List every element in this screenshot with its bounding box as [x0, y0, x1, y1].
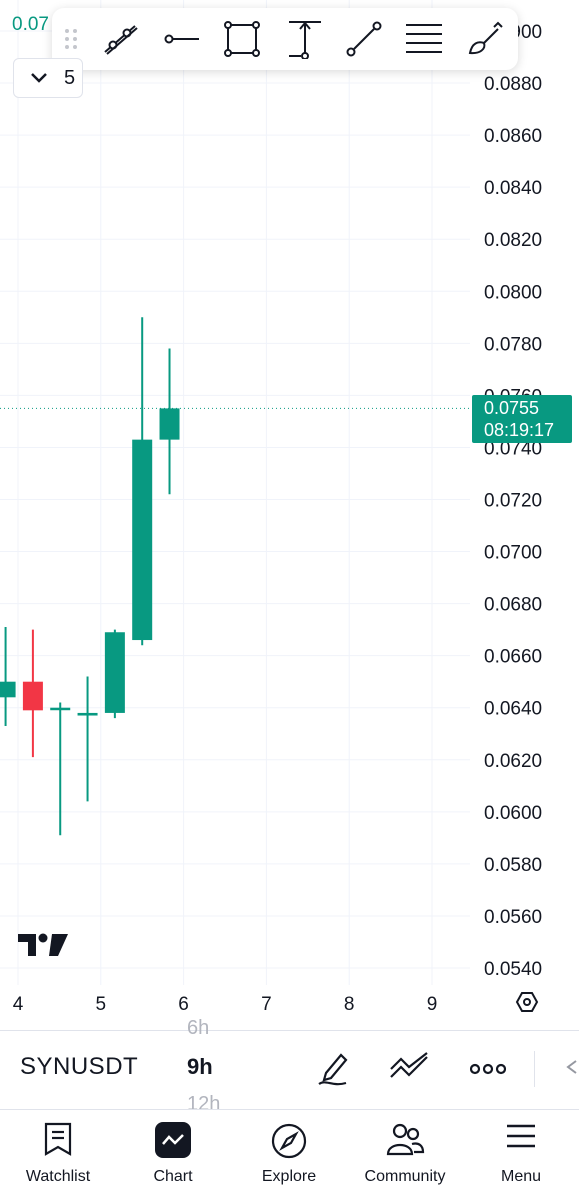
y-tick-label: 0.0620	[484, 751, 542, 772]
chart-canvas[interactable]: 0.0540 0.0560 0.0580 0.0600 0.0620 0.0640 0.06…	[0, 0, 579, 1030]
y-tick-label: 0.0860	[484, 126, 542, 147]
x-tick-label: 5	[96, 994, 107, 1015]
draw-pen-icon[interactable]	[316, 1049, 350, 1087]
x-tick-label: 9	[427, 994, 438, 1015]
tab-label: Community	[364, 1168, 446, 1185]
tradingview-logo-icon	[18, 933, 68, 956]
y-tick-label: 0.0560	[484, 907, 542, 928]
candle-body	[0, 681, 16, 698]
horizontal-line-icon[interactable]	[162, 21, 202, 57]
timeframe-selected[interactable]: 9h	[187, 1054, 213, 1079]
community-icon	[386, 1123, 425, 1156]
candle-body	[104, 632, 125, 713]
x-tick-label: 8	[344, 994, 355, 1015]
rectangle-icon[interactable]	[222, 21, 262, 57]
drag-handle-icon[interactable]	[54, 21, 88, 57]
candle-body	[132, 439, 153, 641]
tab-label: Chart	[153, 1168, 193, 1185]
tab-watchlist[interactable]: Watchlist	[0, 1110, 116, 1200]
chart-icon	[155, 1122, 191, 1158]
y-tick-label: 0.0840	[484, 178, 542, 199]
y-tick-label: 0.0540	[484, 959, 542, 980]
y-tick-label: 0.0680	[484, 595, 542, 616]
candle-body	[159, 408, 180, 440]
trend-line-icon[interactable]	[100, 21, 140, 57]
divider	[534, 1051, 535, 1087]
y-tick-label: 0.0800	[484, 282, 542, 303]
price-range-icon[interactable]	[285, 21, 325, 59]
brush-icon[interactable]	[466, 21, 506, 57]
bar-countdown: 08:19:17	[484, 420, 555, 440]
y-tick-label: 0.0820	[484, 230, 542, 251]
x-tick-label: 6	[178, 994, 189, 1015]
tab-chart[interactable]: Chart	[115, 1110, 231, 1200]
symbol-bar: SYNUSDT 6h 9h 12h	[0, 1017, 579, 1115]
menu-icon	[507, 1124, 535, 1148]
y-tick-label: 0.0700	[484, 543, 542, 564]
fib-retracement-icon[interactable]	[404, 21, 444, 57]
tab-community[interactable]: Community	[347, 1110, 463, 1200]
x-tick-label: 7	[261, 994, 272, 1015]
bottom-navigation: Watchlist Chart Explore Community Menu	[0, 1109, 579, 1200]
y-tick-label: 0.0660	[484, 647, 542, 668]
interval-value: 5	[64, 67, 76, 89]
candle-body	[50, 707, 71, 711]
y-tick-label: 0.0880	[484, 74, 542, 95]
y-tick-label: 0.0720	[484, 491, 542, 512]
current-price-value: 0.0755	[484, 398, 540, 418]
tab-label: Menu	[500, 1168, 542, 1185]
ray-icon[interactable]	[344, 21, 384, 57]
scroll-to-realtime-icon[interactable]	[515, 992, 539, 1012]
timeframe-option-above[interactable]: 6h	[187, 1017, 210, 1039]
tab-menu[interactable]: Menu	[463, 1110, 579, 1200]
more-options-icon[interactable]	[470, 1063, 506, 1075]
y-tick-label: 0.0580	[484, 855, 542, 876]
y-tick-label: 0.0740	[484, 438, 542, 459]
interval-selector[interactable]: 5	[13, 58, 83, 98]
tab-label: Watchlist	[25, 1168, 91, 1185]
tab-explore[interactable]: Explore	[231, 1110, 347, 1200]
y-tick-label: 0.0640	[484, 699, 542, 720]
indicators-icon[interactable]	[389, 1051, 431, 1083]
candle-body	[77, 712, 98, 716]
tab-label: Explore	[261, 1168, 317, 1185]
y-tick-label: 0.0780	[484, 334, 542, 355]
current-price-label: 0.0755 08:19:17	[472, 395, 572, 443]
x-tick-label: 4	[13, 994, 24, 1015]
symbol-name[interactable]: SYNUSDT	[20, 1053, 139, 1080]
chevron-down-icon	[31, 73, 47, 83]
candle-body	[22, 681, 43, 711]
drawing-toolbar	[52, 8, 518, 70]
compass-icon	[271, 1123, 307, 1159]
arrow-left-icon[interactable]	[562, 1059, 579, 1075]
scroll-to-realtime-icon-dot	[523, 998, 531, 1006]
watchlist-icon	[44, 1122, 72, 1156]
y-tick-label: 0.0600	[484, 803, 542, 824]
last-price-readout: 0.07	[12, 14, 49, 35]
